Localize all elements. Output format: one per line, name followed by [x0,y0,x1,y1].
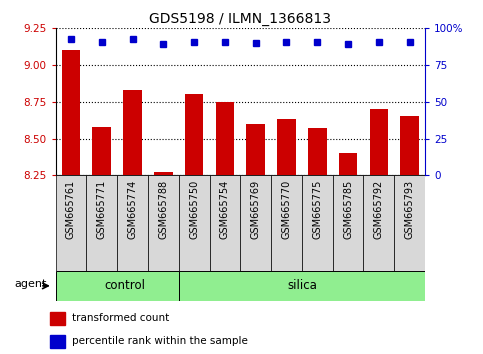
Bar [50,335,65,348]
Bar [308,128,327,175]
Text: percentile rank within the sample: percentile rank within the sample [72,336,248,346]
Text: GSM665761: GSM665761 [66,180,76,239]
Bar [123,90,142,175]
Text: GSM665788: GSM665788 [158,180,168,239]
Text: GSM665754: GSM665754 [220,180,230,239]
FancyBboxPatch shape [364,175,394,271]
Text: control: control [104,279,145,292]
Text: GSM665774: GSM665774 [128,180,138,239]
FancyBboxPatch shape [117,175,148,271]
Title: GDS5198 / ILMN_1366813: GDS5198 / ILMN_1366813 [149,12,331,26]
Text: GSM665771: GSM665771 [97,180,107,239]
FancyBboxPatch shape [240,175,271,271]
Text: GSM665750: GSM665750 [189,180,199,239]
Bar [277,119,296,175]
Bar [185,95,203,175]
Bar [92,127,111,175]
FancyBboxPatch shape [394,175,425,271]
Bar [154,172,172,175]
Bar [246,124,265,175]
Text: GSM665792: GSM665792 [374,180,384,239]
Bar [50,312,65,325]
Bar [215,102,234,175]
FancyBboxPatch shape [56,271,179,301]
Text: transformed count: transformed count [72,313,170,322]
Text: GSM665775: GSM665775 [313,180,322,239]
Text: GSM665769: GSM665769 [251,180,261,239]
FancyBboxPatch shape [302,175,333,271]
Bar [400,116,419,175]
FancyBboxPatch shape [86,175,117,271]
Text: GSM665793: GSM665793 [405,180,414,239]
Bar [62,50,80,175]
Text: agent: agent [14,279,46,289]
Bar [339,153,357,175]
FancyBboxPatch shape [333,175,364,271]
FancyBboxPatch shape [148,175,179,271]
FancyBboxPatch shape [179,175,210,271]
Text: GSM665770: GSM665770 [282,180,291,239]
FancyBboxPatch shape [56,175,86,271]
Text: GSM665785: GSM665785 [343,180,353,239]
FancyBboxPatch shape [210,175,240,271]
FancyBboxPatch shape [271,175,302,271]
Bar [369,109,388,175]
FancyBboxPatch shape [179,271,425,301]
Text: silica: silica [287,279,317,292]
